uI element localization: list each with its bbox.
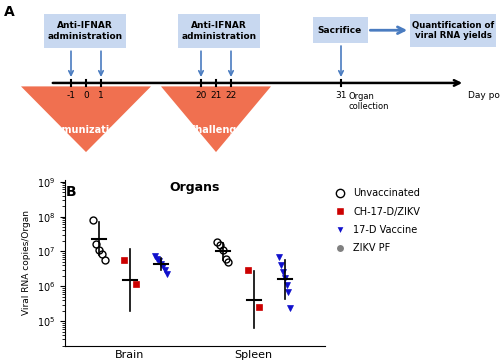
Legend: Unvaccinated, CH-17-D/ZIKV, 17-D Vaccine, ZIKV PF: Unvaccinated, CH-17-D/ZIKV, 17-D Vaccine…	[330, 189, 420, 253]
Text: Day post-immunization: Day post-immunization	[468, 91, 500, 100]
Text: Organs: Organs	[170, 181, 220, 194]
Text: Challenge: Challenge	[188, 125, 244, 135]
Text: A: A	[4, 5, 15, 19]
Text: 21: 21	[210, 91, 222, 100]
Text: 22: 22	[226, 91, 236, 100]
Text: 31: 31	[335, 91, 347, 100]
Text: Anti-IFNAR
administration: Anti-IFNAR administration	[181, 21, 256, 41]
FancyBboxPatch shape	[44, 14, 126, 48]
Text: Immunization: Immunization	[48, 125, 124, 135]
FancyBboxPatch shape	[312, 17, 368, 43]
Polygon shape	[161, 86, 271, 152]
Text: Organ
collection: Organ collection	[348, 91, 389, 111]
Text: -1: -1	[66, 91, 76, 100]
Text: Anti-IFNAR
administration: Anti-IFNAR administration	[48, 21, 123, 41]
Text: 0: 0	[83, 91, 89, 100]
Text: 1: 1	[98, 91, 104, 100]
Text: Sacrifice: Sacrifice	[318, 26, 362, 35]
Y-axis label: Viral RNA copies/Organ: Viral RNA copies/Organ	[22, 210, 32, 315]
Polygon shape	[21, 86, 151, 152]
Text: 20: 20	[196, 91, 206, 100]
Text: Quantification of
viral RNA yields: Quantification of viral RNA yields	[412, 21, 494, 40]
FancyBboxPatch shape	[410, 14, 496, 47]
Text: B: B	[66, 185, 76, 199]
FancyBboxPatch shape	[178, 14, 260, 48]
